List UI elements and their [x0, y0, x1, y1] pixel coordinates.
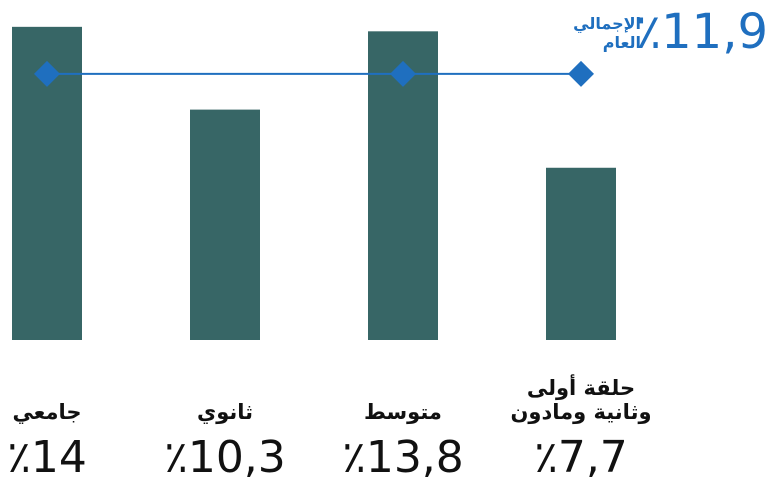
total-marker: [390, 60, 416, 87]
total-label: ٪11,9: [635, 4, 768, 60]
value-label: ٪10,3: [164, 432, 286, 483]
bar: [190, 109, 260, 341]
x-tick-label: حلقة أولى وثانية ومادون: [510, 376, 652, 424]
total-name: الإجمالي العام: [573, 14, 641, 52]
x-tick-label: جامعي: [12, 400, 82, 424]
bar: [546, 167, 616, 340]
value-label: ٪13,8: [342, 432, 464, 483]
total-marker: [34, 60, 60, 87]
x-tick-label: ثانوي: [196, 400, 254, 424]
value-label: ٪7,7: [534, 432, 628, 483]
total-marker: [568, 60, 594, 87]
x-tick-label: متوسط: [364, 400, 442, 424]
value-label: ٪14: [7, 432, 87, 483]
